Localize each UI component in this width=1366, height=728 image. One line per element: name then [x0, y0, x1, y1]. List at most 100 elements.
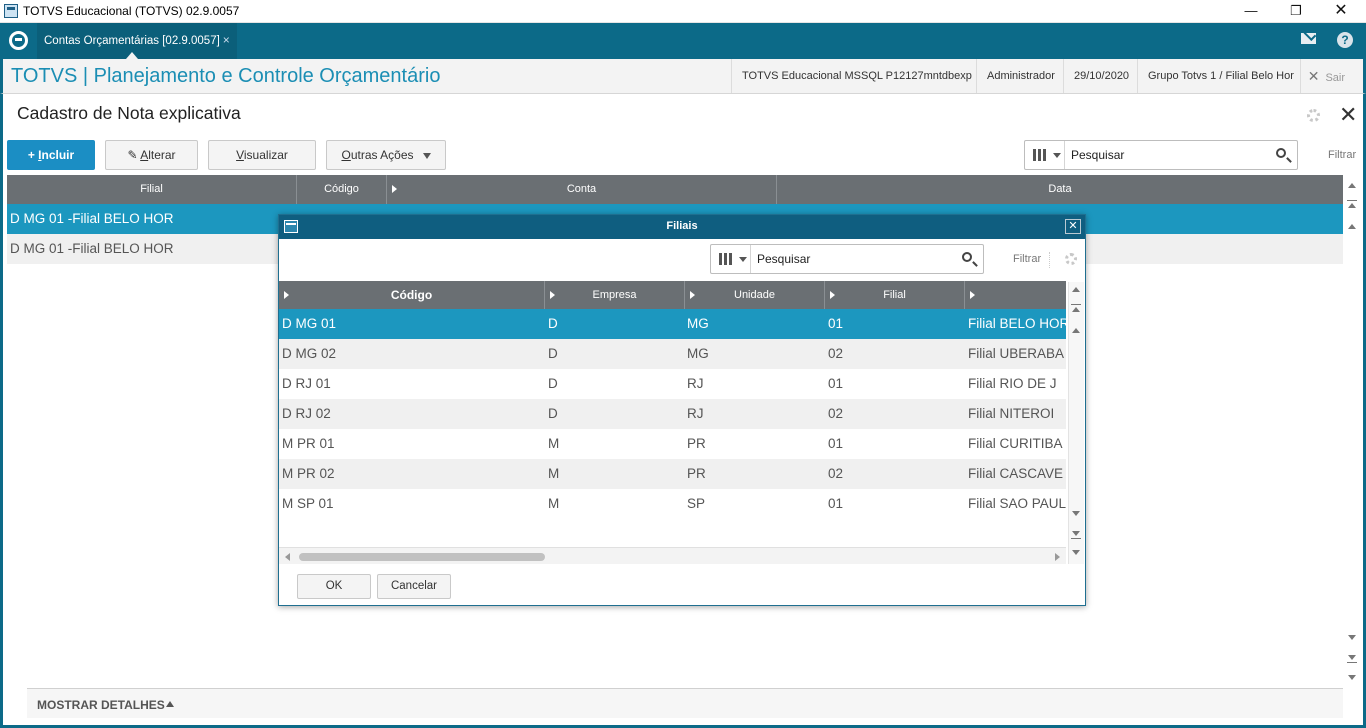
dialog-title-bar: Filiais ✕ — [279, 215, 1085, 239]
module-header: TOTVS | Planejamento e Controle Orçament… — [0, 59, 1366, 94]
dialog-vertical-scrollbar[interactable] — [1068, 282, 1084, 564]
empresa-label: Empresa — [592, 289, 637, 301]
column-chooser-icon[interactable] — [1025, 141, 1065, 169]
list-item[interactable]: M PR 01 M PR 01 Filial CURITIBA — [279, 429, 1066, 459]
dialog-search-icon[interactable] — [962, 252, 972, 262]
dialog-search-input[interactable]: Pesquisar — [757, 252, 811, 266]
cell-empresa: M — [548, 436, 560, 451]
dialog-column-chooser-icon[interactable] — [711, 245, 751, 273]
divider — [1049, 252, 1050, 268]
dialog-search-box[interactable]: Pesquisar — [710, 244, 984, 274]
cell-nome: Filial SAO PAUL — [968, 496, 1066, 511]
exit-link[interactable]: ✕ Sair — [1308, 59, 1345, 93]
scroll-page-up-icon[interactable] — [1348, 203, 1356, 208]
col-header-conta[interactable]: Conta — [387, 175, 777, 204]
mail-icon[interactable] — [1301, 33, 1316, 44]
list-item[interactable]: D RJ 02 D RJ 02 Filial NITEROI — [279, 399, 1066, 429]
cell-unidade: PR — [687, 436, 706, 451]
environment-label: TOTVS Educacional MSSQL P12127mntdbexp — [731, 59, 982, 93]
cell-filial: 02 — [828, 406, 844, 421]
col-header-unidade[interactable]: Unidade — [685, 281, 825, 309]
dialog-close-icon[interactable]: ✕ — [1065, 219, 1081, 234]
col-header-empresa[interactable]: Empresa — [545, 281, 685, 309]
outras-accel: O — [341, 148, 351, 162]
scroll-up-icon[interactable] — [1348, 183, 1356, 188]
scroll-down-icon[interactable] — [1348, 635, 1356, 640]
scroll-last-icon[interactable] — [1072, 550, 1080, 555]
cell-nome: Filial NITEROI — [968, 406, 1055, 421]
pencil-icon: ✎ — [127, 148, 141, 162]
main-grid-scrollbar-bottom[interactable] — [1345, 630, 1361, 686]
dialog-horizontal-scrollbar[interactable] — [279, 547, 1066, 564]
scrollbar-thumb[interactable] — [299, 553, 545, 561]
cell-codigo: M PR 01 — [282, 436, 335, 451]
close-window-icon[interactable]: ✕ — [1334, 2, 1348, 19]
cell-filial: 01 — [828, 436, 844, 451]
plus-icon: + — [27, 148, 39, 162]
window-title-bar: TOTVS Educacional (TOTVS) 02.9.0057 — ❐ … — [0, 0, 1366, 23]
window-title: TOTVS Educacional (TOTVS) 02.9.0057 — [23, 4, 240, 18]
visualizar-label: isualizar — [243, 148, 288, 162]
list-item[interactable]: D MG 01 D MG 01 Filial BELO HOR — [279, 309, 1066, 339]
outras-label: utras Ações — [350, 148, 414, 162]
scroll-first-icon[interactable] — [1072, 328, 1080, 333]
restore-icon[interactable]: ❐ — [1290, 3, 1302, 18]
cell-empresa: D — [548, 406, 558, 421]
cell-empresa: M — [548, 466, 560, 481]
main-search-input[interactable]: Pesquisar — [1071, 148, 1125, 162]
search-icon[interactable] — [1276, 148, 1286, 158]
list-item[interactable]: M PR 02 M PR 02 Filial CASCAVE — [279, 459, 1066, 489]
col-header-nome[interactable] — [965, 281, 1066, 309]
scroll-down-icon[interactable] — [1072, 511, 1080, 516]
dialog-grid-header: Código Empresa Unidade Filial — [279, 281, 1066, 309]
col-header-codigo[interactable]: Código — [297, 175, 387, 204]
cell-empresa: D — [548, 376, 558, 391]
col-header-filial[interactable]: Filial — [7, 175, 297, 204]
main-grid-scrollbar-top[interactable] — [1345, 178, 1361, 238]
cell-filial: 01 — [828, 496, 844, 511]
cancel-button[interactable]: Cancelar — [377, 574, 451, 599]
filter-link[interactable]: Filtrar — [1328, 149, 1357, 161]
exit-button[interactable] — [1300, 59, 1360, 93]
main-search-box[interactable]: Pesquisar — [1024, 140, 1298, 170]
incluir-accel: I — [38, 148, 42, 162]
scroll-page-down-icon[interactable] — [1348, 655, 1356, 660]
incluir-button[interactable]: + Incluir — [7, 140, 95, 170]
close-page-icon[interactable]: ✕ — [1339, 102, 1358, 127]
ok-button[interactable]: OK — [297, 574, 371, 599]
page-title: Cadastro de Nota explicativa — [17, 103, 241, 123]
show-details-bar[interactable]: MOSTRAR DETALHES — [27, 688, 1343, 718]
tab-close-icon[interactable]: × — [222, 33, 230, 47]
dialog-gear-icon[interactable] — [1065, 253, 1077, 265]
cell-filial: 01 — [828, 376, 844, 391]
alterar-button[interactable]: ✎ Alterar — [105, 140, 198, 170]
list-item[interactable]: M SP 01 M SP 01 Filial SAO PAUL — [279, 489, 1066, 519]
cell-filial: 02 — [828, 346, 844, 361]
cell-unidade: PR — [687, 466, 706, 481]
scroll-left-icon[interactable] — [285, 553, 290, 561]
group-label[interactable]: Grupo Totvs 1 / Filial Belo Hor — [1137, 59, 1304, 93]
list-item[interactable]: D RJ 01 D RJ 01 Filial RIO DE J — [279, 369, 1066, 399]
scroll-up-icon[interactable] — [1072, 287, 1080, 292]
visualizar-button[interactable]: Visualizar — [208, 140, 316, 170]
visualizar-accel: V — [236, 148, 244, 162]
list-item[interactable]: D MG 02 D MG 02 Filial UBERABA — [279, 339, 1066, 369]
help-icon[interactable]: ? — [1337, 32, 1353, 48]
cell-unidade: SP — [687, 496, 706, 511]
scroll-page-up-icon[interactable] — [1072, 307, 1080, 312]
scroll-first-icon[interactable] — [1348, 224, 1356, 229]
scroll-right-icon[interactable] — [1055, 553, 1060, 561]
col-header-data[interactable]: Data — [1048, 183, 1072, 195]
col-header-filial[interactable]: Filial — [825, 281, 965, 309]
outras-acoes-button[interactable]: Outras Ações — [326, 140, 446, 170]
settings-gear-icon[interactable] — [1307, 109, 1320, 122]
minimize-icon[interactable]: — — [1244, 3, 1258, 18]
scroll-last-icon[interactable] — [1348, 675, 1356, 680]
dialog-filter-link[interactable]: Filtrar — [1013, 253, 1042, 265]
cell-filial: D MG 01 -Filial BELO HOR — [10, 241, 174, 256]
scroll-page-down-icon[interactable] — [1072, 531, 1080, 536]
cell-empresa: D — [548, 346, 558, 361]
totvs-logo-icon[interactable] — [9, 31, 28, 50]
col-header-codigo[interactable]: Código — [279, 281, 545, 309]
user-label[interactable]: Administrador — [976, 59, 1065, 93]
